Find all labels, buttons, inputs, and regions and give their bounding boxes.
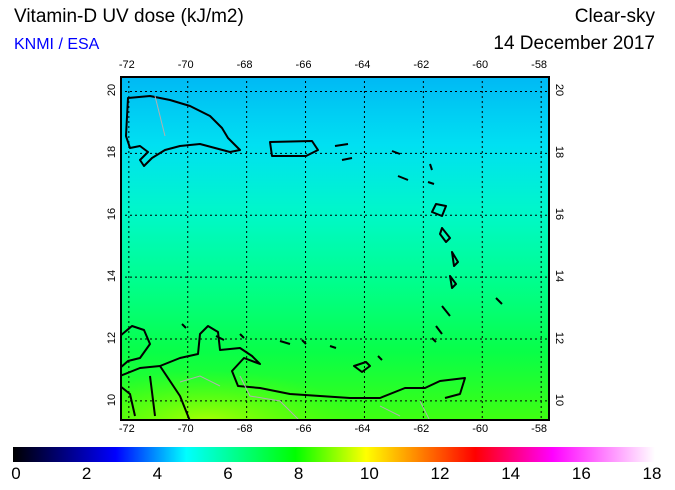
lon-tick-top: -68	[236, 59, 253, 71]
lat-tick-left: 20	[106, 84, 119, 97]
lat-tick-left: 12	[106, 331, 119, 345]
sky-condition-label: Clear-sky	[574, 6, 655, 27]
lat-tick-right: 14	[553, 269, 566, 283]
graticule	[120, 76, 550, 421]
lon-tick-top: -70	[177, 59, 194, 71]
coast-virgin-islands	[334, 143, 401, 161]
coast-small-islands	[181, 323, 383, 373]
lat-tick-right: 16	[553, 208, 566, 221]
lon-tick-bottom: -72	[118, 423, 135, 435]
colorbar-label: 14	[501, 464, 521, 483]
lat-tick-right: 20	[553, 84, 566, 97]
lon-tick-bottom: -58	[531, 423, 548, 435]
colorbar-label: 4	[152, 464, 163, 483]
lat-tick-left: 16	[106, 208, 119, 221]
lon-tick-bottom: -70	[177, 423, 194, 435]
lat-tick-right: 10	[553, 393, 566, 406]
lat-tick-right: 12	[553, 331, 566, 345]
lon-tick-bottom: -60	[472, 423, 489, 435]
lon-tick-top: -60	[472, 59, 489, 71]
lon-tick-bottom: -68	[236, 423, 253, 435]
colorbar-label: 0	[11, 464, 21, 483]
map-frame	[120, 76, 550, 421]
lon-tick-top: -66	[295, 59, 312, 71]
colorbar-label: 18	[642, 464, 662, 483]
lon-tick-top: -72	[118, 59, 135, 71]
colorbar-label: 6	[223, 464, 233, 483]
lat-tick-right: 18	[553, 146, 566, 159]
colorbar-label: 2	[81, 464, 92, 483]
lat-tick-left: 10	[106, 393, 119, 406]
lon-tick-top: -58	[531, 59, 548, 71]
colorbar	[13, 447, 655, 462]
organization-label: KNMI / ESA	[14, 36, 100, 53]
lon-tick-bottom: -64	[354, 423, 371, 435]
lon-tick-top: -62	[413, 59, 430, 71]
lon-tick-bottom: -66	[295, 423, 312, 435]
colorbar-label: 10	[359, 464, 379, 483]
date-label: 14 December 2017	[493, 33, 655, 54]
lat-tick-left: 14	[106, 269, 119, 283]
coast-south-america	[120, 325, 466, 421]
coastlines	[120, 95, 503, 421]
lon-tick-top: -64	[354, 59, 371, 71]
uv-dose-map	[120, 76, 550, 421]
coast-puerto-rico	[269, 140, 319, 157]
map-title: Vitamin-D UV dose (kJ/m2)	[14, 6, 244, 27]
lon-tick-bottom: -62	[413, 423, 430, 435]
colorbar-label: 16	[571, 464, 591, 483]
colorbar-label: 12	[430, 464, 450, 483]
lat-tick-left: 18	[106, 146, 119, 159]
colorbar-label: 8	[293, 464, 304, 483]
coast-lesser-antilles	[397, 163, 503, 343]
borders	[154, 95, 431, 421]
coast-hispaniola	[125, 95, 241, 167]
